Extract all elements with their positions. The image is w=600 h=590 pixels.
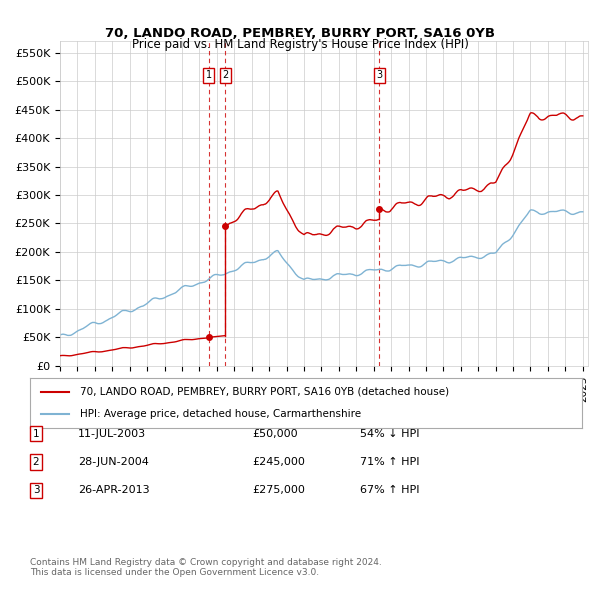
Text: £245,000: £245,000 xyxy=(252,457,305,467)
Text: £275,000: £275,000 xyxy=(252,486,305,495)
Text: 71% ↑ HPI: 71% ↑ HPI xyxy=(360,457,419,467)
Text: 70, LANDO ROAD, PEMBREY, BURRY PORT, SA16 0YB: 70, LANDO ROAD, PEMBREY, BURRY PORT, SA1… xyxy=(105,27,495,40)
Text: 70, LANDO ROAD, PEMBREY, BURRY PORT, SA16 0YB (detached house): 70, LANDO ROAD, PEMBREY, BURRY PORT, SA1… xyxy=(80,386,449,396)
Text: 3: 3 xyxy=(376,70,382,80)
Text: £50,000: £50,000 xyxy=(252,429,298,438)
Text: Contains HM Land Registry data © Crown copyright and database right 2024.
This d: Contains HM Land Registry data © Crown c… xyxy=(30,558,382,577)
Text: 3: 3 xyxy=(32,486,40,495)
Text: 2: 2 xyxy=(222,70,229,80)
Text: 11-JUL-2003: 11-JUL-2003 xyxy=(78,429,146,438)
Text: Price paid vs. HM Land Registry's House Price Index (HPI): Price paid vs. HM Land Registry's House … xyxy=(131,38,469,51)
Text: 2: 2 xyxy=(32,457,40,467)
Text: 67% ↑ HPI: 67% ↑ HPI xyxy=(360,486,419,495)
Text: 1: 1 xyxy=(32,429,40,438)
Text: 28-JUN-2004: 28-JUN-2004 xyxy=(78,457,149,467)
Text: 1: 1 xyxy=(206,70,212,80)
Text: HPI: Average price, detached house, Carmarthenshire: HPI: Average price, detached house, Carm… xyxy=(80,409,361,419)
Text: 54% ↓ HPI: 54% ↓ HPI xyxy=(360,429,419,438)
Text: 26-APR-2013: 26-APR-2013 xyxy=(78,486,149,495)
